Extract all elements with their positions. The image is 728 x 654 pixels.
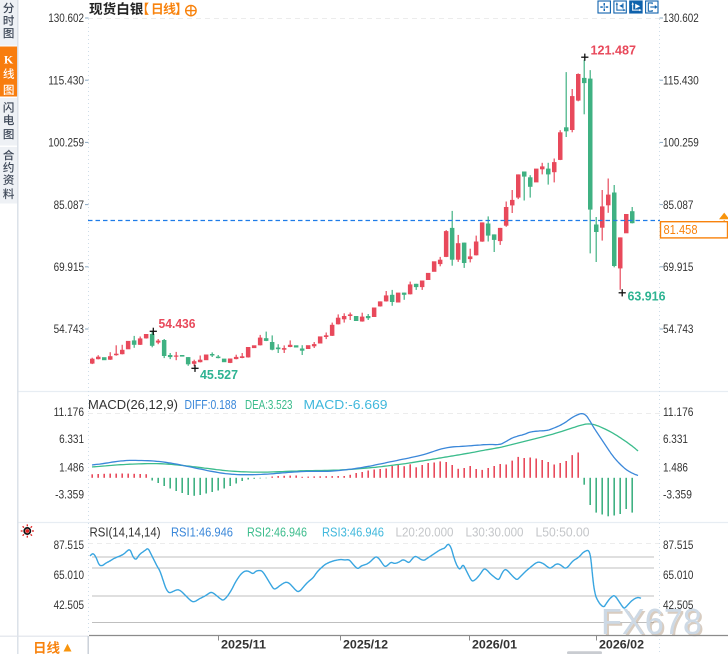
svg-text:1.486: 1.486 [59,461,84,475]
svg-text:6.331: 6.331 [59,432,84,446]
svg-text:K: K [4,53,14,67]
svg-text:87.515: 87.515 [663,538,694,552]
svg-text:85.087: 85.087 [663,198,694,212]
svg-text:MACD(26,12,9): MACD(26,12,9) [88,398,178,412]
svg-text:45.527: 45.527 [200,367,238,382]
svg-text:69.915: 69.915 [54,260,85,274]
svg-text:63.916: 63.916 [628,289,666,304]
svg-text:FX678: FX678 [603,603,704,644]
svg-text:2026/02: 2026/02 [599,638,644,652]
svg-text:RSI1:46.946: RSI1:46.946 [171,526,233,540]
svg-text:11.176: 11.176 [663,405,694,419]
svg-text:-3.359: -3.359 [55,488,84,502]
svg-text:69.915: 69.915 [663,260,694,274]
svg-text:54.743: 54.743 [54,322,85,336]
svg-text:DEA:3.523: DEA:3.523 [245,398,293,412]
svg-text:100.259: 100.259 [48,136,84,150]
svg-text:-3.359: -3.359 [663,488,692,502]
svg-text:81.458: 81.458 [664,222,698,237]
svg-text:121.487: 121.487 [591,43,637,58]
svg-text:130.602: 130.602 [663,11,699,25]
svg-text:54.743: 54.743 [663,322,694,336]
svg-text:6.331: 6.331 [663,432,688,446]
svg-text:42.505: 42.505 [54,598,85,612]
svg-text:2025/12: 2025/12 [343,638,388,652]
svg-text:L50:50.00: L50:50.00 [536,526,590,540]
svg-text:RSI2:46.946: RSI2:46.946 [247,526,307,540]
svg-text:DIFF:0.188: DIFF:0.188 [185,398,237,412]
svg-text:130.602: 130.602 [48,11,84,25]
svg-text:RSI(14,14,14): RSI(14,14,14) [90,526,161,540]
svg-text:115.430: 115.430 [663,73,699,87]
svg-text:2026/01: 2026/01 [472,638,517,652]
svg-text:2025/11: 2025/11 [221,638,266,652]
svg-text:42.505: 42.505 [663,598,694,612]
svg-text:MACD:-6.669: MACD:-6.669 [304,398,388,412]
svg-text:87.515: 87.515 [54,538,85,552]
svg-text:L30:30.000: L30:30.000 [466,526,524,540]
svg-text:65.010: 65.010 [663,568,694,582]
svg-text:100.259: 100.259 [663,136,699,150]
svg-text:1.486: 1.486 [663,461,688,475]
svg-text:54.436: 54.436 [159,316,196,331]
svg-text:115.430: 115.430 [48,73,84,87]
svg-text:11.176: 11.176 [54,405,85,419]
svg-text:65.010: 65.010 [54,568,85,582]
svg-text:L20:20.000: L20:20.000 [396,526,454,540]
svg-text:RSI3:46.946: RSI3:46.946 [322,526,384,540]
svg-text:85.087: 85.087 [54,198,85,212]
